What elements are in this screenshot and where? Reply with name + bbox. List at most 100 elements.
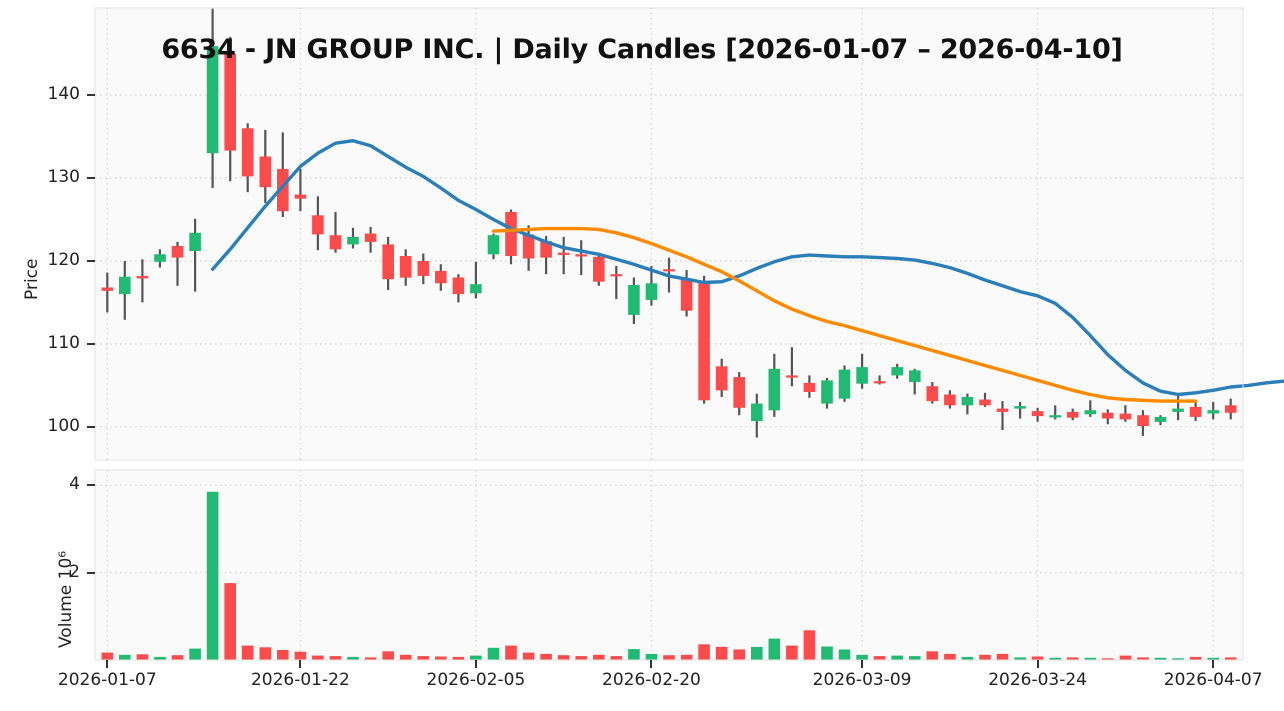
candle-body <box>347 236 359 245</box>
volume-bar <box>171 655 184 660</box>
volume-bar <box>136 654 149 660</box>
volume-bar <box>1224 657 1237 660</box>
volume-bar <box>645 653 658 660</box>
date-tick-label: 2026-01-07 <box>57 670 157 690</box>
candle-body <box>733 377 745 408</box>
date-tick-mark <box>861 660 864 668</box>
candle-body <box>277 168 289 212</box>
candle-body <box>522 234 535 259</box>
candle-body <box>786 375 798 378</box>
volume-axis-label-text: Volume <box>56 584 76 648</box>
date-tick-mark <box>474 660 477 668</box>
volume-bar <box>838 649 851 660</box>
volume-bar <box>803 630 816 660</box>
candle-body <box>873 381 886 384</box>
price-tick-label: 140 <box>47 84 80 105</box>
date-tick-mark <box>650 660 653 668</box>
candle-body <box>751 403 763 421</box>
candle-body <box>259 156 272 188</box>
volume-bar <box>628 649 640 660</box>
volume-bar <box>347 656 359 660</box>
volume-bar <box>575 656 587 660</box>
volume-bar <box>1207 657 1219 660</box>
volume-bar <box>751 646 763 660</box>
candle-body <box>312 215 324 235</box>
volume-bar <box>470 655 482 660</box>
candle-body <box>944 394 956 406</box>
volume-panel-border <box>94 469 1244 661</box>
candle-body <box>1119 413 1132 420</box>
volume-bar <box>891 655 903 660</box>
candle-body <box>136 275 149 279</box>
price-tick-mark <box>87 177 95 180</box>
candle-body <box>1102 412 1114 419</box>
candle-body <box>1189 406 1202 417</box>
volume-bar <box>979 654 991 660</box>
candle-body <box>1049 415 1061 418</box>
candle-body <box>154 254 166 262</box>
price-tick-mark <box>87 425 95 428</box>
volume-bar <box>399 654 412 660</box>
ma-long-line <box>491 226 1198 403</box>
volume-bar <box>1172 658 1184 660</box>
candle-body <box>575 254 587 257</box>
candle-body <box>996 408 1009 412</box>
volume-bar <box>733 649 745 660</box>
candle-body <box>487 235 500 255</box>
price-tick-label: 110 <box>47 332 80 353</box>
volume-bar <box>382 651 394 660</box>
candle-body <box>926 386 939 402</box>
candle-body <box>119 276 131 295</box>
candle-body <box>698 280 710 401</box>
volume-tick-mark <box>87 484 95 487</box>
volume-bar <box>329 656 342 660</box>
volume-bar <box>224 583 236 660</box>
candle-body <box>1224 405 1237 413</box>
volume-bar <box>926 651 939 660</box>
candle-body <box>1207 410 1219 414</box>
candle-body <box>856 367 868 384</box>
price-panel-border <box>94 7 1244 461</box>
candle-body <box>382 244 394 280</box>
volume-bar <box>119 654 131 660</box>
candle-body <box>540 241 552 258</box>
date-tick-label: 2026-03-24 <box>988 670 1087 690</box>
candle-body <box>1172 408 1184 412</box>
volume-bar <box>241 645 254 660</box>
volume-bar <box>417 656 430 660</box>
candle-body <box>1031 411 1044 417</box>
candle-body <box>768 368 781 411</box>
volume-bar <box>206 491 219 660</box>
volume-bar <box>487 647 500 660</box>
candle-body <box>1066 411 1079 418</box>
price-tick-mark <box>87 342 95 345</box>
date-tick-label: 2026-01-22 <box>250 670 350 690</box>
price-tick-label: 100 <box>47 415 80 436</box>
candle-body <box>241 128 254 177</box>
candle-series <box>101 8 1237 438</box>
date-tick-label: 2026-03-09 <box>812 670 912 690</box>
volume-tick-label: 2 <box>69 561 80 582</box>
volume-bar <box>277 650 289 660</box>
candle-body <box>557 252 570 255</box>
date-tick-mark <box>1036 660 1039 668</box>
candle-body <box>399 256 412 278</box>
volume-bar <box>435 656 447 660</box>
candle-body <box>470 284 482 294</box>
volume-bar <box>996 653 1009 660</box>
volume-bar <box>856 654 868 660</box>
candle-body <box>294 194 307 199</box>
price-tick-mark <box>87 259 95 262</box>
ma-short-line <box>210 139 1284 397</box>
volume-bar <box>610 656 623 660</box>
candle-body <box>663 269 675 272</box>
date-tick-label: 2026-02-05 <box>426 670 526 690</box>
volume-bar <box>873 656 886 660</box>
volume-bar <box>154 656 166 660</box>
volume-bar <box>1137 657 1149 660</box>
volume-bar <box>1189 656 1202 660</box>
volume-bar <box>1119 655 1132 660</box>
volume-bar <box>557 655 570 660</box>
volume-tick-mark <box>87 571 95 574</box>
volume-bar <box>1049 657 1061 660</box>
